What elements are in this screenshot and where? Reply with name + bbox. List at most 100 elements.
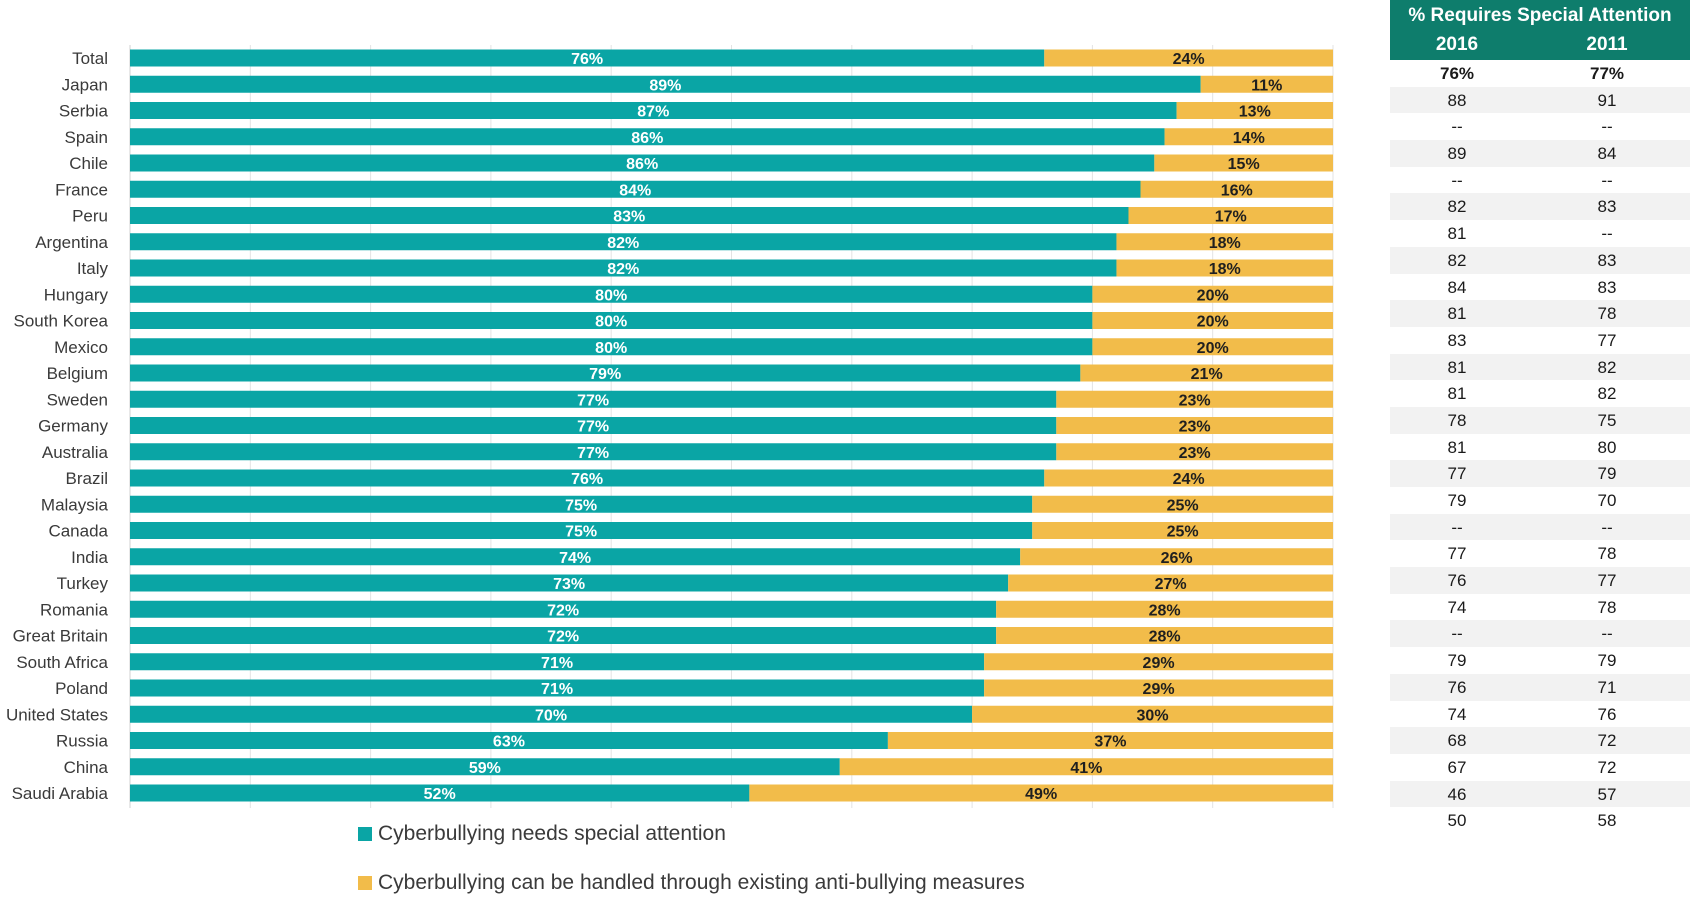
side-table-cell-2011: 57 [1597, 784, 1617, 804]
data-label-special-attention: 83% [613, 209, 645, 226]
side-table-cell-2011: 72 [1597, 757, 1617, 777]
bar-existing-measures [1200, 75, 1333, 93]
bar-existing-measures [839, 758, 1333, 776]
bar-existing-measures [1032, 495, 1333, 513]
side-table-cell-2016: 76 [1447, 677, 1467, 697]
side-table-cell-2016: 46 [1447, 784, 1467, 804]
side-table-row: 67 72 [1390, 754, 1690, 781]
side-table-row: 81 82 [1390, 380, 1690, 407]
side-table-row: 46 57 [1390, 780, 1690, 808]
side-table-cell-2011: 82 [1597, 384, 1617, 404]
side-table-row: -- -- [1390, 167, 1690, 194]
bar-special-attention [130, 285, 1093, 303]
category-label: Argentina [35, 233, 108, 252]
bar-special-attention [130, 705, 973, 723]
category-label: Belgium [47, 364, 108, 383]
data-label-existing-measures: 21% [1191, 366, 1223, 383]
side-table-row: 79 70 [1390, 487, 1690, 514]
data-label-special-attention: 72% [547, 629, 579, 646]
category-label: Australia [42, 443, 109, 462]
bar-special-attention [130, 312, 1093, 329]
side-table-row: 84 83 [1390, 274, 1690, 301]
legend-label-special-attention: Cyberbullying needs special attention [378, 822, 726, 845]
bar-existing-measures [749, 784, 1333, 802]
bar-special-attention [130, 75, 1201, 93]
data-label-special-attention: 82% [607, 261, 639, 278]
side-table-cell-2016: 83 [1447, 330, 1467, 350]
category-label: Russia [56, 732, 109, 751]
bar-existing-measures [1128, 207, 1333, 224]
bar-existing-measures [984, 679, 1333, 697]
side-table-cell-2016: 50 [1447, 811, 1467, 831]
side-table-cell-2016: 81 [1447, 384, 1467, 404]
data-label-special-attention: 77% [577, 419, 609, 436]
data-label-existing-measures: 29% [1143, 655, 1175, 672]
category-label: France [55, 180, 108, 199]
side-table-row: -- -- [1390, 513, 1690, 541]
side-table-cell-2011: -- [1601, 624, 1613, 644]
data-label-existing-measures: 23% [1179, 445, 1211, 462]
bar-special-attention [130, 390, 1057, 408]
data-label-existing-measures: 28% [1149, 602, 1181, 619]
side-table-cell-2011: 77 [1597, 571, 1617, 591]
bar-existing-measures [972, 705, 1333, 723]
data-label-special-attention: 76% [571, 51, 603, 68]
data-label-special-attention: 82% [607, 235, 639, 252]
legend-label-existing-measures: Cyberbullying can be handled through exi… [378, 871, 1025, 894]
side-table-cell-2016: 74 [1447, 597, 1467, 617]
side-table-cell-2016: -- [1451, 117, 1463, 137]
bar-special-attention [130, 364, 1081, 382]
data-label-existing-measures: 49% [1025, 786, 1057, 803]
bar-special-attention [130, 128, 1165, 146]
category-label: Japan [62, 75, 108, 94]
bar-special-attention [130, 522, 1033, 539]
side-table: % Requires Special Attention 2016 2011 7… [1390, 0, 1690, 834]
side-table-row: 89 84 [1390, 140, 1690, 167]
side-table-title: % Requires Special Attention [1408, 5, 1672, 26]
data-label-existing-measures: 30% [1137, 707, 1169, 724]
bar-special-attention [130, 600, 997, 618]
side-table-cell-2016: 82 [1447, 197, 1467, 217]
category-label: Total [72, 49, 108, 68]
category-label: Saudi Arabia [12, 784, 109, 803]
side-table-body: 76% 77% 88 91 -- -- 89 84 -- -- 82 83 81 -- 82 83 84 83 81… [1390, 60, 1690, 834]
side-table-row: 81 78 [1390, 300, 1690, 327]
side-table-row: -- -- [1390, 620, 1690, 648]
side-table-cell-2011: 91 [1597, 90, 1617, 110]
data-label-special-attention: 80% [595, 314, 627, 331]
bar-existing-measures [887, 732, 1333, 749]
data-label-special-attention: 73% [553, 576, 585, 593]
side-table-cell-2016: 81 [1447, 437, 1467, 457]
bar-special-attention [130, 627, 997, 644]
side-table-row: 76% 77% [1390, 60, 1690, 87]
side-table-cell-2011: -- [1601, 117, 1613, 137]
category-label: Hungary [44, 285, 109, 304]
side-table-cell-2011: -- [1601, 224, 1613, 244]
data-label-special-attention: 77% [577, 445, 609, 462]
category-label: Mexico [54, 338, 108, 357]
data-label-special-attention: 71% [541, 655, 573, 672]
category-label: United States [6, 705, 108, 724]
side-table-cell-2016: 76% [1439, 64, 1475, 83]
bar-existing-measures [1056, 443, 1333, 461]
side-table-row: 88 91 [1390, 86, 1690, 114]
data-label-existing-measures: 28% [1149, 629, 1181, 646]
bar-existing-measures [1176, 102, 1333, 119]
side-table-row: 77 79 [1390, 460, 1690, 487]
side-table-cell-2016: 81 [1447, 224, 1467, 244]
data-label-existing-measures: 20% [1197, 314, 1229, 331]
bar-existing-measures [984, 653, 1333, 671]
bar-special-attention [130, 233, 1117, 251]
side-table-cell-2011: 78 [1597, 597, 1617, 617]
bar-special-attention [130, 679, 985, 697]
bar-existing-measures [1092, 285, 1333, 303]
data-label-existing-measures: 15% [1228, 156, 1260, 173]
bar-existing-measures [1164, 128, 1333, 146]
side-table-row: 74 76 [1390, 701, 1690, 728]
side-table-cell-2011: 78 [1597, 304, 1617, 324]
bar-existing-measures [1020, 548, 1333, 566]
data-label-existing-measures: 24% [1173, 51, 1205, 68]
bar-existing-measures [1116, 259, 1333, 277]
side-table-cell-2016: 68 [1447, 731, 1467, 751]
bar-special-attention [130, 548, 1021, 566]
